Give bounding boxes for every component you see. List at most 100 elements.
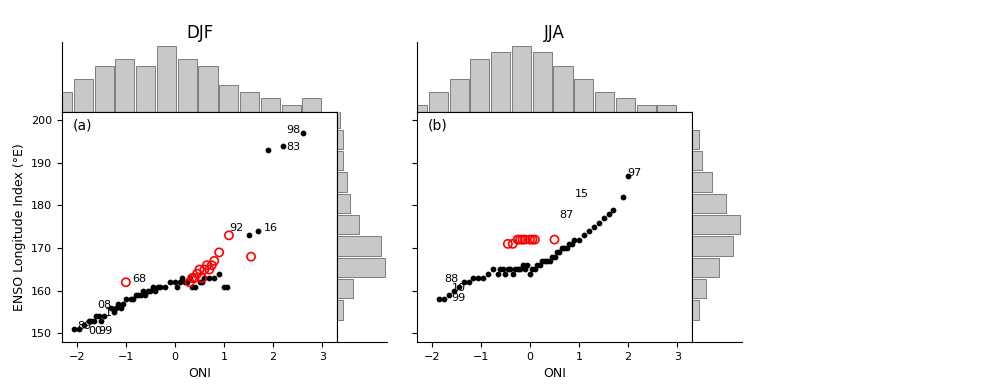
Point bbox=[275, 143, 291, 149]
Point bbox=[192, 266, 208, 273]
Bar bbox=[240, 92, 259, 112]
Point bbox=[515, 237, 531, 243]
Text: Comparison of observed ELI and
ONI for (a) DJF and (b) JJA averages
over the 195: Comparison of observed ELI and ONI for (… bbox=[776, 12, 953, 225]
Bar bbox=[53, 92, 72, 112]
Bar bbox=[337, 258, 385, 277]
Bar bbox=[616, 98, 635, 112]
Point bbox=[157, 283, 173, 290]
Bar bbox=[553, 66, 573, 112]
Bar bbox=[337, 108, 340, 128]
Point bbox=[81, 318, 97, 324]
Point bbox=[135, 288, 151, 294]
Text: 16: 16 bbox=[264, 223, 278, 233]
Point bbox=[581, 228, 597, 234]
Text: 89: 89 bbox=[77, 321, 91, 331]
Point bbox=[167, 279, 183, 285]
Point bbox=[490, 271, 506, 277]
Bar bbox=[692, 258, 719, 277]
Bar bbox=[692, 129, 699, 149]
Point bbox=[561, 241, 577, 247]
Bar bbox=[512, 46, 531, 112]
Point bbox=[534, 258, 550, 264]
Bar bbox=[533, 52, 552, 112]
Text: 98: 98 bbox=[287, 125, 301, 135]
Bar bbox=[692, 215, 740, 235]
Point bbox=[196, 266, 212, 273]
Bar bbox=[95, 66, 114, 112]
Point bbox=[431, 296, 447, 303]
Title: JJA: JJA bbox=[544, 24, 565, 42]
Point bbox=[130, 292, 146, 298]
Point bbox=[192, 279, 208, 285]
Point bbox=[140, 288, 156, 294]
Point bbox=[88, 313, 104, 319]
Point bbox=[162, 279, 178, 285]
Point bbox=[86, 318, 102, 324]
Bar bbox=[692, 300, 699, 320]
Point bbox=[497, 271, 513, 277]
X-axis label: ONI: ONI bbox=[188, 367, 211, 380]
Point bbox=[106, 309, 122, 315]
Bar bbox=[337, 300, 343, 320]
Bar bbox=[337, 129, 343, 149]
Bar bbox=[692, 279, 706, 298]
Point bbox=[211, 271, 227, 277]
Point bbox=[524, 266, 540, 273]
Point bbox=[216, 283, 232, 290]
Point bbox=[241, 232, 257, 238]
Point bbox=[605, 207, 621, 213]
Text: 83: 83 bbox=[287, 142, 301, 152]
Point bbox=[502, 266, 518, 273]
Point bbox=[547, 253, 563, 260]
Point bbox=[201, 275, 217, 281]
Point bbox=[539, 258, 555, 264]
Point bbox=[179, 279, 195, 285]
Text: (b): (b) bbox=[428, 119, 448, 132]
Point bbox=[564, 241, 580, 247]
Point bbox=[512, 266, 528, 273]
Bar bbox=[337, 194, 350, 213]
Point bbox=[485, 266, 501, 273]
Point bbox=[295, 130, 311, 136]
Point bbox=[128, 292, 144, 298]
Point bbox=[83, 318, 99, 324]
Point bbox=[125, 296, 141, 303]
Point bbox=[147, 288, 163, 294]
Point bbox=[529, 262, 545, 268]
Point bbox=[436, 296, 452, 303]
Bar bbox=[692, 194, 726, 213]
Text: 1: 1 bbox=[105, 308, 112, 318]
Text: 88: 88 bbox=[444, 274, 459, 284]
Text: ›: › bbox=[745, 180, 755, 204]
Point bbox=[211, 249, 227, 255]
Point bbox=[137, 292, 153, 298]
Point bbox=[123, 296, 139, 303]
Text: (a): (a) bbox=[73, 119, 92, 132]
Point bbox=[517, 237, 533, 243]
Bar bbox=[408, 105, 427, 112]
Bar bbox=[470, 59, 489, 112]
Point bbox=[206, 258, 222, 264]
Point bbox=[76, 322, 92, 328]
Point bbox=[110, 301, 126, 307]
Point bbox=[169, 283, 185, 290]
Point bbox=[194, 275, 210, 281]
Point bbox=[470, 275, 486, 281]
Bar bbox=[429, 92, 448, 112]
Point bbox=[103, 305, 119, 311]
Point bbox=[515, 262, 531, 268]
Point bbox=[133, 292, 149, 298]
Text: 10: 10 bbox=[452, 283, 466, 293]
Point bbox=[204, 262, 220, 268]
Bar bbox=[282, 105, 301, 112]
Point bbox=[532, 262, 548, 268]
Point bbox=[542, 258, 558, 264]
Bar bbox=[692, 151, 702, 170]
Point bbox=[591, 220, 607, 226]
Point bbox=[480, 271, 496, 277]
Point bbox=[187, 275, 203, 281]
Point bbox=[108, 305, 124, 311]
Point bbox=[554, 245, 570, 251]
Point bbox=[522, 237, 538, 243]
Point bbox=[71, 326, 87, 332]
